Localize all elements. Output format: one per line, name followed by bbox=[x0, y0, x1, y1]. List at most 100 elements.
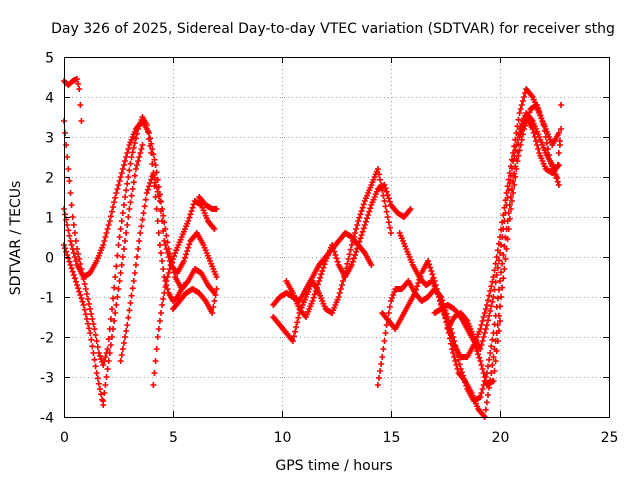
data-point bbox=[357, 211, 364, 218]
data-point bbox=[124, 150, 131, 156]
data-point bbox=[501, 218, 508, 224]
data-point bbox=[120, 340, 127, 346]
data-point bbox=[111, 284, 118, 291]
data-point bbox=[72, 238, 79, 244]
data-point bbox=[505, 176, 512, 183]
x-tick-label: 10 bbox=[274, 430, 292, 446]
data-point bbox=[491, 267, 498, 274]
data-point bbox=[153, 184, 160, 190]
data-point bbox=[156, 198, 163, 204]
data-point bbox=[138, 223, 145, 230]
data-point bbox=[64, 154, 71, 160]
data-point bbox=[541, 128, 548, 134]
data-point bbox=[555, 130, 562, 136]
data-point bbox=[314, 281, 321, 288]
data-point bbox=[114, 186, 121, 192]
data-point bbox=[381, 198, 388, 204]
data-point bbox=[79, 298, 86, 305]
data-point bbox=[470, 338, 477, 344]
series-s13 bbox=[374, 114, 562, 404]
data-point bbox=[368, 262, 375, 268]
data-point bbox=[71, 230, 78, 236]
data-point bbox=[500, 275, 507, 282]
data-point bbox=[71, 254, 78, 260]
data-point bbox=[106, 218, 113, 224]
data-point bbox=[149, 161, 156, 167]
data-point bbox=[335, 294, 342, 300]
data-point bbox=[104, 346, 111, 352]
data-point bbox=[425, 258, 432, 264]
data-point bbox=[334, 258, 341, 265]
data-point bbox=[163, 278, 170, 284]
data-point bbox=[374, 166, 381, 172]
data-point bbox=[447, 340, 454, 347]
data-point bbox=[138, 146, 145, 152]
data-point bbox=[162, 242, 169, 248]
data-point bbox=[104, 366, 111, 372]
data-point bbox=[124, 222, 131, 228]
data-point bbox=[129, 285, 136, 292]
data-point bbox=[488, 303, 495, 310]
data-point bbox=[108, 208, 115, 215]
data-point bbox=[437, 297, 444, 304]
data-point bbox=[497, 278, 503, 284]
data-point bbox=[290, 333, 297, 340]
data-point bbox=[131, 270, 138, 276]
data-point bbox=[126, 206, 133, 212]
data-point bbox=[147, 180, 154, 186]
data-point bbox=[501, 266, 508, 272]
data-point bbox=[476, 354, 483, 361]
data-point bbox=[110, 326, 117, 332]
data-point bbox=[159, 218, 166, 224]
data-point bbox=[125, 314, 132, 321]
data-point bbox=[312, 288, 319, 294]
data-point bbox=[386, 224, 393, 231]
data-point bbox=[189, 204, 196, 211]
data-point bbox=[94, 344, 101, 350]
data-point bbox=[515, 131, 522, 138]
data-point bbox=[142, 196, 149, 203]
data-point bbox=[519, 98, 526, 104]
data-point bbox=[538, 115, 545, 122]
data-point bbox=[502, 210, 509, 216]
data-point bbox=[66, 258, 73, 265]
data-point bbox=[102, 234, 109, 240]
data-point bbox=[374, 382, 381, 388]
data-point bbox=[518, 102, 525, 108]
data-point bbox=[117, 270, 124, 276]
data-point bbox=[84, 296, 91, 302]
series-s3 bbox=[61, 118, 218, 296]
data-point bbox=[534, 142, 541, 148]
data-point bbox=[494, 338, 501, 344]
data-point bbox=[494, 264, 501, 271]
data-point bbox=[211, 298, 218, 304]
data-point bbox=[170, 256, 176, 262]
data-point bbox=[292, 328, 299, 335]
data-point bbox=[345, 256, 352, 262]
data-point bbox=[123, 230, 130, 236]
data-point bbox=[115, 286, 122, 292]
x-tick-label: 20 bbox=[492, 430, 510, 446]
data-point bbox=[126, 307, 133, 314]
data-point bbox=[102, 382, 109, 388]
data-point bbox=[132, 135, 139, 142]
data-point bbox=[355, 218, 362, 224]
data-points bbox=[61, 76, 565, 420]
data-point bbox=[127, 199, 134, 206]
data-point bbox=[505, 226, 512, 232]
data-point bbox=[383, 188, 390, 195]
data-point bbox=[537, 112, 544, 118]
data-point bbox=[134, 162, 141, 168]
data-point bbox=[76, 256, 83, 262]
data-point bbox=[100, 242, 107, 248]
data-point bbox=[185, 244, 192, 251]
data-point bbox=[154, 188, 161, 195]
data-point bbox=[365, 212, 372, 218]
data-point bbox=[158, 310, 165, 316]
data-point bbox=[166, 266, 173, 272]
data-point bbox=[486, 292, 493, 299]
data-point bbox=[512, 174, 519, 180]
data-point bbox=[136, 238, 143, 244]
data-point bbox=[495, 257, 502, 264]
data-point bbox=[155, 193, 162, 200]
